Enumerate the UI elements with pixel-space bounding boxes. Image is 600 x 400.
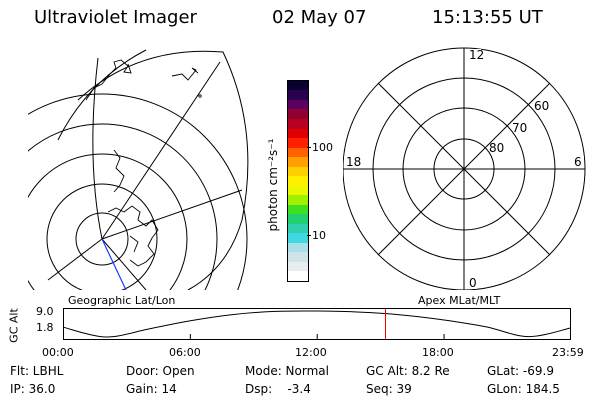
time-tick-2359: 23:59 [552, 346, 584, 359]
colorbar-segment [288, 185, 308, 196]
colorbar-segment [288, 214, 308, 224]
coastline-dot [198, 94, 202, 98]
orbit-track-line [101, 238, 127, 290]
colorbar-segment [288, 204, 308, 215]
info-ip: IP: 36.0 [10, 382, 56, 396]
colorbar-segment [288, 128, 308, 139]
info-dsp: Dsp: -3.4 [245, 382, 311, 396]
map-lon-line [101, 189, 243, 240]
gc-alt-tick-min: 1.8 [36, 321, 54, 334]
time-tick-12: 12:00 [295, 346, 327, 359]
colorbar-segment [288, 90, 308, 100]
colorbar-segment [288, 233, 308, 243]
coastline-north [85, 59, 132, 101]
colorbar-segment [288, 242, 308, 253]
colorbar-segment [288, 271, 308, 281]
info-mode: Mode: Normal [245, 364, 329, 378]
instrument-title: Ultraviolet Imager [34, 7, 197, 28]
info-door: Door: Open [126, 364, 195, 378]
colorbar-segment [288, 261, 308, 272]
map-lat-circle [75, 212, 129, 266]
time-tick-6: 06:00 [169, 346, 201, 359]
polar-label-18: 18 [346, 155, 361, 169]
polar-diagonal [377, 82, 551, 256]
colorbar-segment [288, 99, 308, 110]
colorbar-segment [288, 166, 308, 177]
info-seq: Seq: 39 [366, 382, 412, 396]
geographic-map [28, 49, 249, 290]
map-lat-circle [28, 93, 248, 290]
info-gc-alt: GC Alt: 8.2 Re [366, 364, 450, 378]
map-lon-line [47, 238, 103, 281]
polar-lat-label-60: 60 [534, 99, 549, 113]
map-lat-circle [28, 123, 218, 290]
map-lon-line [101, 61, 221, 240]
colorbar-segment [288, 195, 308, 205]
colorbar-tick-mark [307, 235, 311, 236]
colorbar-unit-label: photon cm⁻²s⁻¹ [266, 138, 280, 232]
apex-label: Apex MLat/MLT [418, 294, 501, 307]
coastline-islands [171, 67, 199, 81]
colorbar-segment [288, 223, 308, 234]
coastline-antarctica-inner [129, 235, 139, 253]
map-lon-line [92, 57, 103, 240]
map-lat-circle [57, 49, 147, 141]
time-tick-18: 18:00 [422, 346, 454, 359]
colorbar-segment [288, 109, 308, 119]
polar-label-6: 6 [574, 155, 582, 169]
polar-label-0: 0 [469, 276, 477, 290]
polar-lat-label-80: 80 [489, 141, 504, 155]
colorbar-segment [288, 176, 308, 186]
altitude-plot [63, 308, 571, 340]
altitude-curve [63, 310, 571, 338]
polar-label-12: 12 [469, 48, 484, 62]
colorbar-tick-10: 10 [312, 229, 326, 242]
colorbar-segment [288, 118, 308, 129]
gc-alt-tick-max: 9.0 [36, 305, 54, 318]
colorbar-segment [288, 147, 308, 158]
colorbar-tick-mark [307, 147, 311, 148]
colorbar-segment [288, 138, 308, 148]
colorbar-tick-100: 100 [312, 141, 333, 154]
coastline-antarctica [107, 205, 159, 267]
info-glat: GLat: -69.9 [487, 364, 554, 378]
map-limb [77, 50, 249, 290]
gc-alt-axis-label: GC Alt [7, 308, 21, 343]
geographic-label: Geographic Lat/Lon [68, 294, 176, 307]
coastline-peninsula [113, 149, 125, 193]
time-label: 15:13:55 UT [432, 7, 543, 28]
info-filter: Flt: LBHL [10, 364, 64, 378]
colorbar [287, 80, 309, 282]
colorbar-segment [288, 157, 308, 167]
info-glon: GLon: 184.5 [487, 382, 560, 396]
info-gain: Gain: 14 [126, 382, 177, 396]
colorbar-segment [288, 80, 308, 91]
date-label: 02 May 07 [272, 7, 367, 28]
colorbar-segment [288, 252, 308, 262]
map-lat-circle [46, 183, 158, 290]
map-lat-circle [28, 153, 188, 290]
time-tick-0: 00:00 [42, 346, 74, 359]
polar-lat-label-70: 70 [512, 121, 527, 135]
map-lon-line [101, 238, 147, 290]
polar-plot: 12 18 6 0 60 70 80 [343, 47, 586, 290]
